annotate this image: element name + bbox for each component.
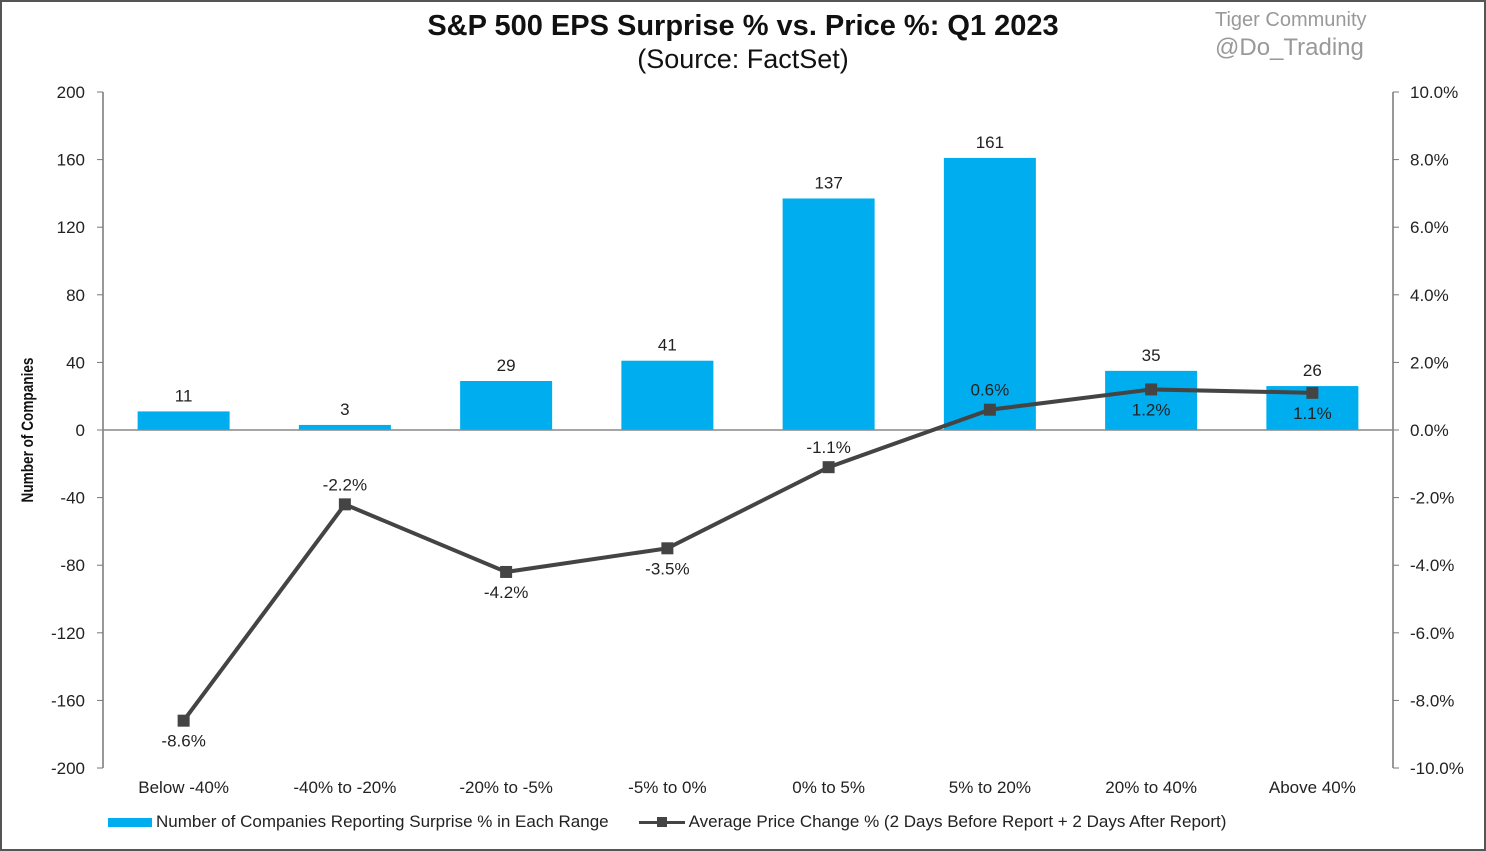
line-marker bbox=[1306, 386, 1319, 399]
legend-swatch-bar bbox=[108, 817, 152, 827]
bar bbox=[1105, 370, 1198, 430]
right-tick-label: 10.0% bbox=[1410, 83, 1458, 102]
bar-data-label: 11 bbox=[175, 386, 193, 405]
left-tick-label: 40 bbox=[66, 353, 85, 372]
bar bbox=[621, 360, 714, 430]
left-tick-label: -40 bbox=[60, 489, 85, 508]
line-data-label: -3.5% bbox=[645, 559, 689, 578]
x-tick-label: 20% to 40% bbox=[1105, 778, 1197, 797]
x-tick-label: -5% to 0% bbox=[628, 778, 706, 797]
right-tick-label: 0.0% bbox=[1410, 421, 1449, 440]
bar-data-label: 26 bbox=[1303, 361, 1322, 380]
line-marker bbox=[177, 714, 190, 727]
left-tick-label: -120 bbox=[51, 624, 85, 643]
left-tick-label: 200 bbox=[57, 83, 85, 102]
bar-data-label: 137 bbox=[814, 173, 842, 192]
line-data-label: 0.6% bbox=[971, 381, 1010, 400]
legend-label-line: Average Price Change % (2 Days Before Re… bbox=[688, 812, 1227, 831]
legend-label-bars: Number of Companies Reporting Surprise %… bbox=[156, 812, 609, 831]
chart-title: S&P 500 EPS Surprise % vs. Price %: Q1 2… bbox=[427, 10, 1059, 42]
line-data-label: -4.2% bbox=[484, 583, 528, 602]
watermark-line2: @Do_Trading bbox=[1215, 34, 1364, 61]
y-axis-label: Number of Companies bbox=[19, 358, 38, 503]
left-tick-label: -160 bbox=[51, 691, 85, 710]
right-tick-label: 8.0% bbox=[1410, 151, 1449, 170]
left-tick-label: 160 bbox=[57, 151, 85, 170]
x-tick-label: 5% to 20% bbox=[949, 778, 1031, 797]
left-tick-label: 120 bbox=[57, 218, 85, 237]
right-tick-label: 2.0% bbox=[1410, 353, 1449, 372]
bar bbox=[943, 157, 1036, 430]
right-tick-label: -6.0% bbox=[1410, 624, 1454, 643]
bar-data-label: 161 bbox=[976, 133, 1004, 152]
x-tick-label: -20% to -5% bbox=[459, 778, 553, 797]
left-tick-label: 80 bbox=[66, 286, 85, 305]
x-tick-label: 0% to 5% bbox=[792, 778, 865, 797]
line-series bbox=[182, 387, 1313, 722]
line-data-label: 1.1% bbox=[1293, 404, 1332, 423]
line-marker bbox=[983, 403, 996, 416]
bar-data-label: 29 bbox=[497, 356, 516, 375]
right-tick-label: 4.0% bbox=[1410, 286, 1449, 305]
line-marker bbox=[500, 565, 513, 578]
legend-swatch-line bbox=[638, 816, 685, 827]
line-marker bbox=[661, 542, 674, 555]
x-tick-label: Below -40% bbox=[138, 778, 229, 797]
legend: Number of Companies Reporting Surprise %… bbox=[108, 812, 1226, 832]
legend-item-bars: Number of Companies Reporting Surprise %… bbox=[108, 812, 609, 832]
right-tick-label: -2.0% bbox=[1410, 489, 1454, 508]
bar bbox=[298, 424, 391, 430]
bar bbox=[782, 198, 875, 430]
right-tick-label: -10.0% bbox=[1410, 759, 1464, 778]
line-marker bbox=[1145, 383, 1158, 396]
left-tick-label: -80 bbox=[60, 556, 85, 575]
right-tick-label: -4.0% bbox=[1410, 556, 1454, 575]
line-data-label: -2.2% bbox=[323, 475, 367, 494]
line-data-label: 1.2% bbox=[1132, 400, 1171, 419]
bar bbox=[137, 411, 230, 430]
watermark: Tiger Community @Do_Trading bbox=[1215, 8, 1367, 60]
chart-subtitle: (Source: FactSet) bbox=[637, 44, 849, 74]
watermark-line1: Tiger Community bbox=[1215, 9, 1367, 31]
x-tick-label: -40% to -20% bbox=[293, 778, 396, 797]
line-marker bbox=[822, 461, 835, 474]
line-marker bbox=[338, 498, 351, 511]
legend-item-line: Average Price Change % (2 Days Before Re… bbox=[638, 812, 1227, 832]
left-tick-label: -200 bbox=[51, 759, 85, 778]
right-tick-label: -8.0% bbox=[1410, 691, 1454, 710]
right-tick-label: 6.0% bbox=[1410, 218, 1449, 237]
bar-data-label: 41 bbox=[658, 336, 677, 355]
left-tick-label: 0 bbox=[76, 421, 85, 440]
bar bbox=[460, 380, 553, 430]
line-data-label: -1.1% bbox=[806, 438, 850, 457]
x-tick-label: Above 40% bbox=[1269, 778, 1356, 797]
bar-data-label: 3 bbox=[340, 400, 349, 419]
line-data-label: -8.6% bbox=[161, 732, 205, 751]
bar-data-label: 35 bbox=[1142, 346, 1161, 365]
